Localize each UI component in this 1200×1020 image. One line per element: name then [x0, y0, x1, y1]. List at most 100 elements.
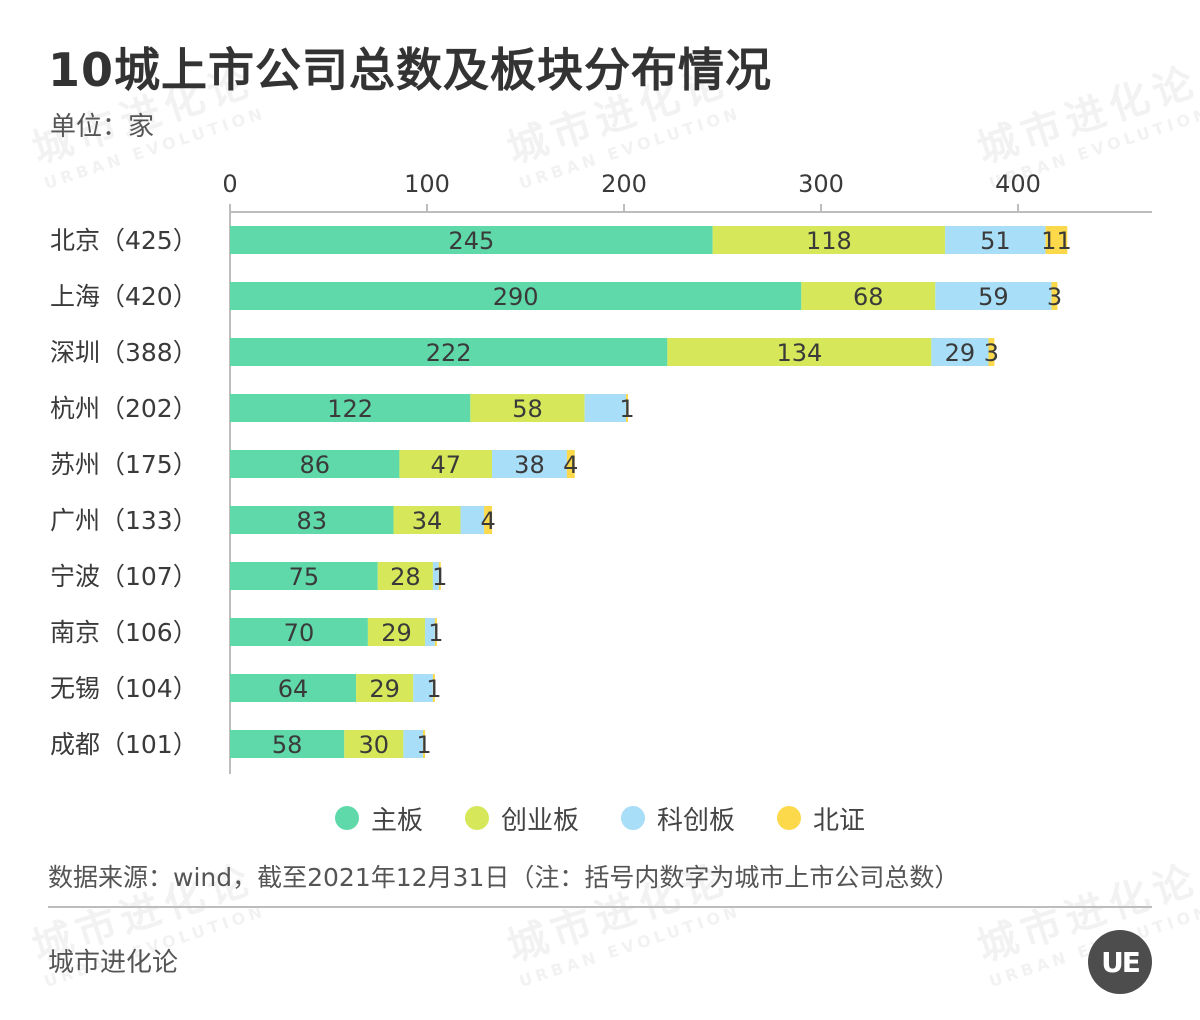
legend-item: 创业板: [464, 800, 579, 837]
bar-segment: [712, 226, 946, 254]
data-label: 29: [369, 675, 400, 703]
bar-segment: [230, 450, 400, 478]
bar-segment: [801, 282, 936, 310]
data-label: 118: [806, 227, 852, 255]
source-note: 数据来源：wind，截至2021年12月31日（注：括号内数字为城市上市公司总数…: [48, 863, 960, 892]
bar-segment: [230, 226, 713, 254]
data-label: 58: [512, 395, 543, 423]
data-label: 245: [448, 227, 494, 255]
bar-segment: [988, 338, 995, 366]
bar-segment: [625, 394, 628, 422]
category-label: 北京（425）: [50, 226, 198, 255]
bar-segment: [432, 562, 439, 590]
x-tick-label: 100: [404, 170, 450, 198]
legend-label: 创业板: [500, 805, 579, 836]
data-label: 30: [359, 731, 390, 759]
data-label: 47: [430, 451, 461, 479]
bar-segment: [344, 730, 404, 758]
legend-label: 科创板: [657, 805, 736, 836]
data-label: 3: [984, 339, 999, 367]
legend-label: 主板: [370, 805, 423, 836]
legend-item: 科创板: [621, 800, 735, 837]
data-label: 51: [980, 227, 1011, 255]
bar-segment: [423, 730, 426, 758]
legend-swatch: [464, 806, 489, 830]
bar-segment: [667, 338, 932, 366]
data-label: 68: [853, 283, 884, 311]
data-label: 1: [619, 395, 634, 423]
data-label: 70: [284, 619, 315, 647]
unit-label: 单位：家: [50, 112, 155, 142]
bar-segment: [470, 394, 585, 422]
data-label: 1: [426, 675, 441, 703]
data-label: 28: [390, 563, 421, 591]
bar-segment: [945, 226, 1046, 254]
category-label: 无锡（104）: [50, 674, 198, 703]
bar-segment: [230, 338, 668, 366]
bar-segment: [935, 282, 1052, 310]
chart-title: 10城上市公司总数及板块分布情况: [48, 43, 773, 97]
data-label: 83: [296, 507, 327, 535]
bar-segment: [931, 338, 989, 366]
bar-segment: [399, 450, 493, 478]
bar-segment: [432, 674, 435, 702]
bar-segment: [425, 618, 435, 646]
legend-item: 北证: [777, 800, 865, 837]
data-label: 134: [776, 339, 822, 367]
bar-segment: [230, 506, 394, 534]
bar-segment: [393, 506, 461, 534]
data-label: 86: [299, 451, 330, 479]
bar-segment: [460, 506, 485, 534]
data-label: 1: [432, 563, 447, 591]
data-label: 75: [289, 563, 320, 591]
category-label: 成都（101）: [50, 730, 198, 759]
bar-segment: [403, 730, 424, 758]
bar-segment: [356, 674, 414, 702]
data-label: 4: [563, 451, 578, 479]
data-label: 290: [493, 283, 539, 311]
bar-segment: [492, 450, 567, 478]
bar-segment: [434, 618, 437, 646]
data-label: 122: [327, 395, 373, 423]
legend-swatch: [621, 806, 645, 830]
legend-swatch: [777, 806, 802, 830]
legend-label: 北证: [813, 805, 866, 836]
data-label: 64: [278, 675, 309, 703]
brand-logo-mark: UE: [1101, 945, 1141, 979]
bar-segment: [377, 562, 433, 590]
category-label: 广州（133）: [50, 506, 198, 535]
data-label: 34: [412, 507, 443, 535]
bar-segment: [584, 394, 626, 422]
data-label: 1: [416, 731, 431, 759]
bar-segment: [1045, 226, 1068, 254]
category-label: 宁波（107）: [50, 562, 198, 591]
data-label: 29: [945, 339, 976, 367]
bar-segment: [438, 562, 441, 590]
bar-segment: [230, 282, 802, 310]
x-tick-label: 200: [601, 170, 647, 198]
bar-segment: [230, 394, 471, 422]
x-tick-label: 0: [222, 170, 237, 198]
brand-logo: UE: [1088, 930, 1152, 994]
bar-segment: [230, 618, 368, 646]
bar-segment: [1051, 282, 1058, 310]
legend: 主板 创业板 科创板 北证: [0, 796, 1200, 840]
category-label: 上海（420）: [50, 282, 198, 311]
category-label: 南京（106）: [50, 618, 198, 647]
bar-segment: [484, 506, 493, 534]
bar-segment: [413, 674, 433, 702]
bar-segment: [230, 674, 357, 702]
x-tick-label: 400: [995, 170, 1041, 198]
data-label: 38: [514, 451, 545, 479]
bar-segment: [230, 562, 378, 590]
data-label: 11: [1041, 227, 1072, 255]
data-label: 222: [426, 339, 472, 367]
x-tick-label: 300: [798, 170, 844, 198]
bar-segment: [230, 730, 345, 758]
legend-item: 主板: [334, 800, 423, 837]
data-label: 1: [428, 619, 443, 647]
divider: [48, 906, 1152, 908]
data-label: 4: [480, 507, 495, 535]
bar-segment: [367, 618, 426, 646]
